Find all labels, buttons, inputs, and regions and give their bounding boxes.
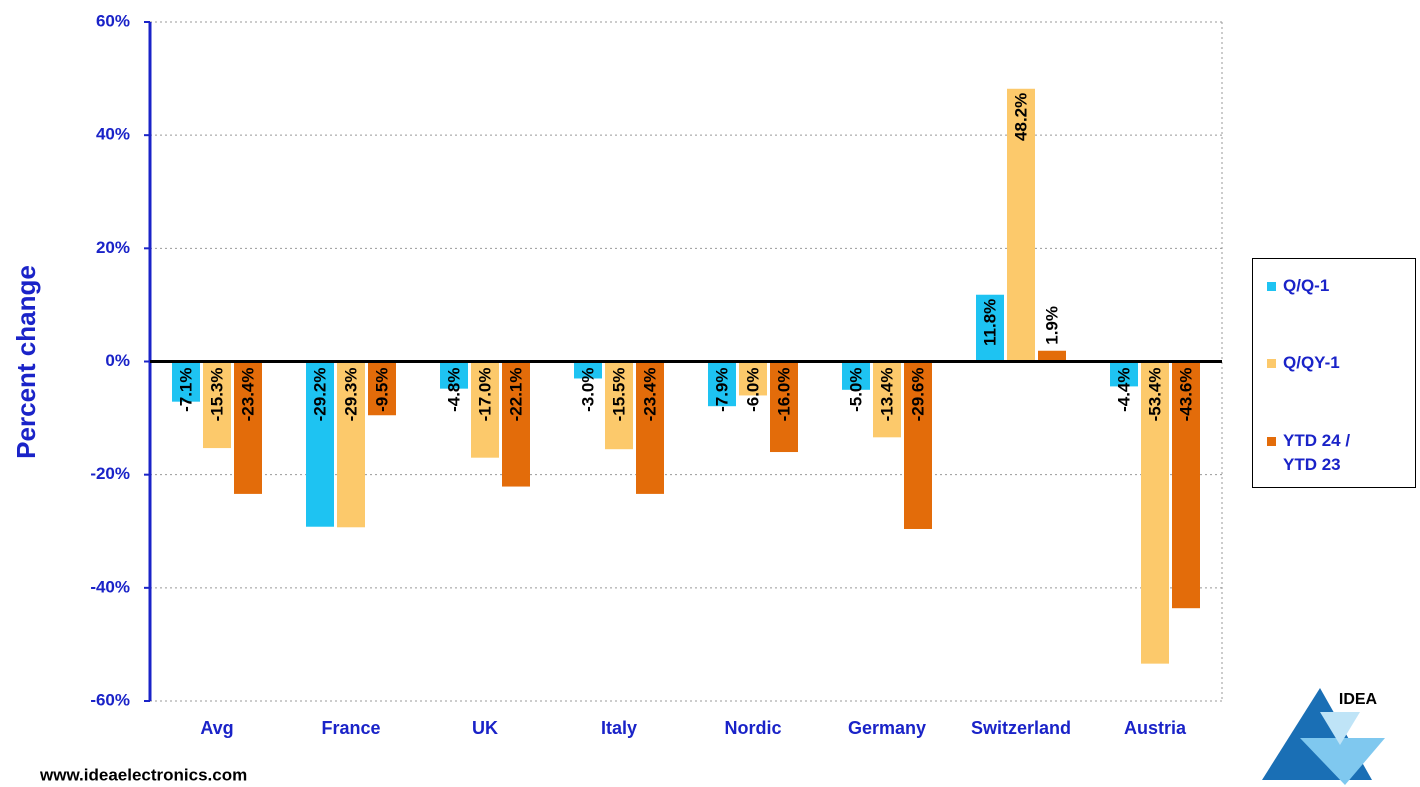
logo-text: IDEA [1339, 691, 1378, 708]
bar [976, 294, 1004, 362]
y-tick-label: 0% [105, 351, 130, 370]
x-tick-label: Avg [200, 718, 233, 738]
data-label: -7.9% [712, 368, 731, 412]
y-tick-label: -20% [90, 464, 130, 483]
bar [1141, 361, 1169, 664]
data-label: -7.1% [176, 368, 195, 412]
y-axis-label: Percent change [11, 265, 41, 459]
data-label: -22.1% [506, 368, 525, 422]
legend-swatch [1267, 437, 1276, 446]
logo: IDEA [1262, 688, 1385, 785]
data-label: -23.4% [640, 368, 659, 422]
legend: Q/Q-1 Q/QY-1 YTD 24 / YTD 23 [1252, 258, 1416, 488]
bar [203, 361, 231, 449]
y-tick-label: 60% [96, 11, 130, 30]
y-tick-label: -60% [90, 690, 130, 709]
data-label: -13.4% [877, 368, 896, 422]
legend-swatch [1267, 359, 1276, 368]
bar [873, 361, 901, 438]
bar [172, 361, 200, 402]
data-label: 11.8% [980, 299, 999, 346]
data-label: -17.0% [475, 368, 494, 422]
x-tick-label: Nordic [724, 718, 781, 738]
bar [605, 361, 633, 450]
x-tick-label: UK [472, 718, 498, 738]
bar [770, 361, 798, 453]
data-label: -9.5% [372, 368, 391, 412]
y-tick-label: 40% [96, 125, 130, 144]
data-label: -3.0% [578, 368, 597, 412]
y-tick-label: -40% [90, 577, 130, 596]
bar [440, 361, 468, 389]
data-label: -15.5% [609, 368, 628, 422]
data-label: -23.4% [238, 368, 257, 422]
bar [502, 361, 530, 487]
bar [739, 361, 767, 396]
legend-swatch [1267, 282, 1276, 291]
bar [842, 361, 870, 390]
data-label: -53.4% [1145, 368, 1164, 422]
bar [1007, 88, 1035, 362]
bar [636, 361, 664, 494]
bar [904, 361, 932, 529]
bar [234, 361, 262, 494]
data-label: -16.0% [774, 368, 793, 422]
x-tick-label: France [321, 718, 380, 738]
data-label: -5.0% [846, 368, 865, 412]
bar [1172, 361, 1200, 609]
bar [574, 361, 602, 379]
data-label: -4.8% [444, 368, 463, 412]
bar [306, 361, 334, 527]
legend-item: Q/QY-1 [1267, 351, 1407, 375]
data-label: -29.6% [908, 368, 927, 422]
data-label: -15.3% [207, 368, 226, 422]
data-label: 1.9% [1042, 306, 1061, 345]
x-tick-label: Austria [1124, 718, 1187, 738]
bar [471, 361, 499, 458]
bar [1110, 361, 1138, 387]
legend-item: Q/Q-1 [1267, 274, 1407, 298]
data-label: 48.2% [1011, 93, 1030, 141]
footer: www.ideaelectronics.com [39, 765, 247, 784]
legend-label: YTD 24 / YTD 23 [1283, 431, 1351, 474]
data-label: -4.4% [1114, 368, 1133, 412]
data-label: -29.2% [310, 368, 329, 422]
y-tick-label: 20% [96, 238, 130, 257]
data-label: -29.3% [341, 368, 360, 422]
x-tick-label: Italy [601, 718, 637, 738]
legend-item: YTD 24 / YTD 23 [1267, 429, 1407, 477]
bar [337, 361, 365, 528]
data-label: -6.0% [743, 368, 762, 412]
bar [1038, 350, 1066, 362]
x-tick-label: Germany [848, 718, 926, 738]
legend-label: Q/Q-1 [1283, 276, 1330, 295]
legend-label: Q/QY-1 [1283, 353, 1340, 372]
data-label: -43.6% [1176, 368, 1195, 422]
bar [368, 361, 396, 416]
x-tick-label: Switzerland [971, 718, 1071, 738]
bar [708, 361, 736, 407]
